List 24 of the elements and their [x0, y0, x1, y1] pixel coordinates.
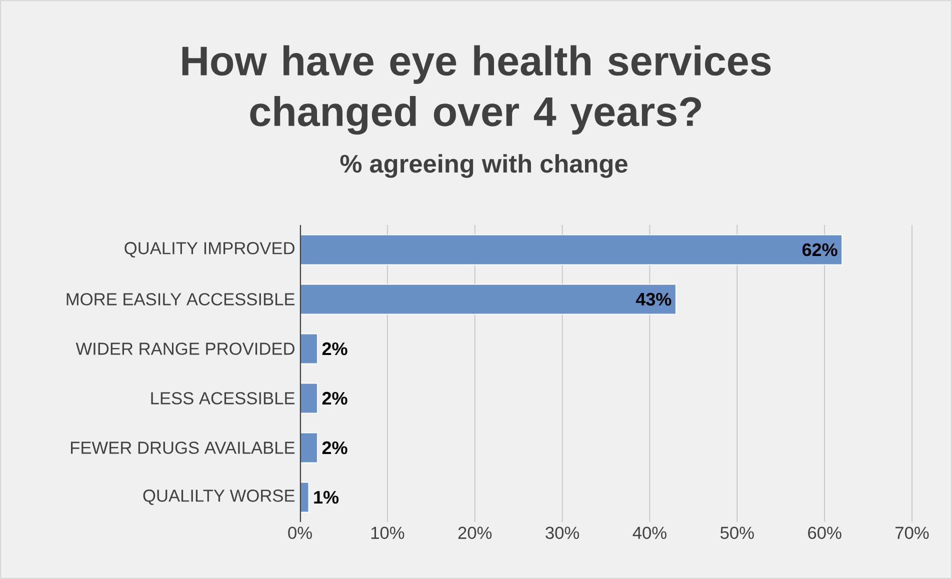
data-label: 43%: [636, 292, 672, 306]
bar: [300, 284, 676, 315]
chart-subtitle: % agreeing with change: [340, 154, 628, 178]
bar: [300, 234, 843, 266]
x-tick-label: 0%: [288, 526, 312, 539]
x-tick-label: 30%: [546, 526, 580, 539]
y-tick-label: LESS ACESSIBLE: [151, 392, 295, 404]
data-label: 1%: [314, 490, 339, 504]
x-tick-label: 10%: [371, 526, 404, 539]
x-tick-label: 20%: [458, 526, 492, 539]
x-tick-label: 50%: [720, 526, 754, 539]
chart-title: How have eye health services changed over 4 years?: [182, 45, 771, 135]
x-tick-label: 70%: [896, 526, 929, 539]
data-label: 2%: [322, 392, 348, 405]
data-label: 2%: [322, 441, 348, 454]
x-tick-label: 60%: [808, 526, 842, 539]
y-tick-label: MORE EASILY ACCESSIBLE: [66, 293, 295, 306]
y-tick-label: WIDER RANGE PROVIDED: [76, 342, 294, 355]
y-tick-label: QUALILTY WORSE: [143, 490, 295, 505]
data-label: 2%: [322, 342, 348, 356]
y-tick-label: QUALITY IMPROVED: [124, 242, 294, 258]
data-label: 62%: [802, 243, 838, 256]
y-tick-label: FEWER DRUGS AVAILABLE: [71, 442, 295, 454]
x-tick-label: 40%: [632, 526, 666, 539]
